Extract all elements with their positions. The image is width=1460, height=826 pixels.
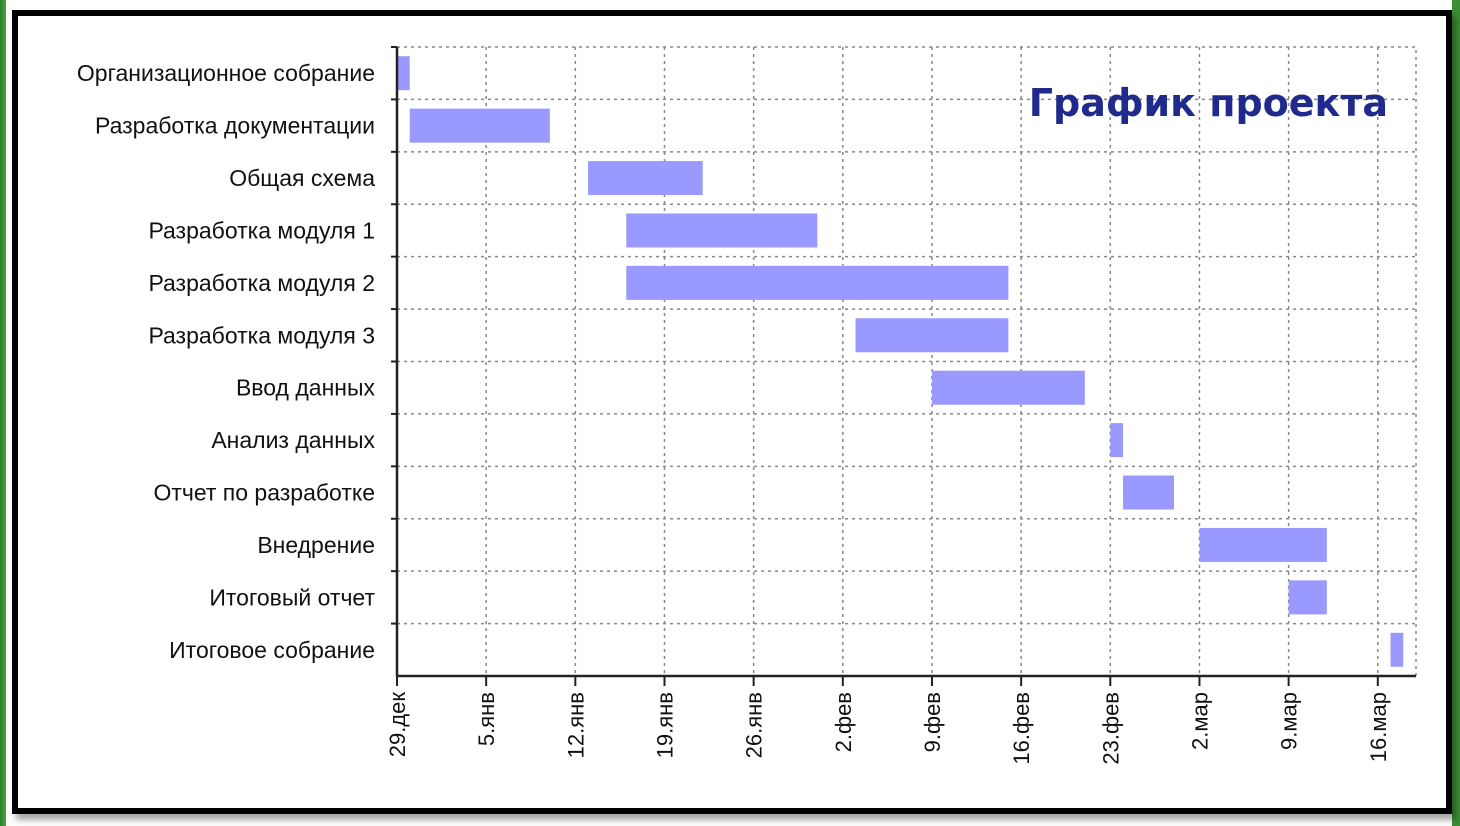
x-tick-label: 19.янв — [652, 692, 677, 758]
task-bar — [1123, 475, 1174, 510]
x-tick-label: 16.фев — [1009, 692, 1034, 765]
x-tick-label: 9.мар — [1277, 692, 1302, 750]
task-bar — [931, 370, 1085, 405]
x-tick-label: 12.янв — [563, 692, 588, 758]
task-label: Ввод данных — [236, 375, 376, 401]
task-bar — [1199, 527, 1327, 562]
task-label: Разработка модуля 3 — [148, 322, 375, 348]
task-bar — [855, 318, 1009, 353]
task-label: Итоговое собрание — [169, 637, 375, 663]
task-label: Итоговый отчет — [209, 584, 375, 610]
chart-panel — [12, 10, 1452, 814]
task-bar — [1288, 580, 1327, 615]
task-bar — [588, 161, 703, 196]
bar-layer — [397, 56, 1404, 667]
task-bar — [626, 265, 1009, 300]
task-label: Отчет по разработке — [153, 480, 375, 506]
task-bar — [1390, 632, 1404, 667]
x-tick-label: 23.фев — [1098, 692, 1123, 765]
task-bar — [397, 56, 410, 91]
task-label: Организационное собрание — [77, 60, 375, 86]
axis-layer: 29.дек 5.янв 12.янв 19.янв 26.янв 2.фев 9.фев 1… — [385, 46, 1416, 765]
x-tick-label: 5.янв — [474, 692, 499, 746]
x-tick-label: 2.фев — [831, 692, 856, 752]
task-label: Внедрение — [257, 532, 375, 558]
x-tick-label: 2.мар — [1187, 692, 1212, 750]
grid-layer — [396, 46, 1417, 677]
task-label: Разработка документации — [95, 113, 375, 139]
task-label: Анализ данных — [211, 427, 375, 453]
label-layer: Организационное собрание Разработка докум… — [77, 60, 376, 663]
task-bar — [1110, 423, 1124, 458]
x-tick-label: 16.мар — [1366, 692, 1391, 762]
task-bar — [626, 213, 818, 248]
x-tick-label: 29.дек — [385, 692, 410, 758]
task-bar — [409, 108, 550, 143]
task-label: Общая схема — [229, 165, 375, 191]
x-tick-label: 9.фев — [920, 692, 945, 752]
chart-title: График проекта — [1029, 81, 1388, 125]
task-label: Разработка модуля 1 — [148, 217, 375, 243]
task-label: Разработка модуля 2 — [148, 270, 375, 296]
x-tick-label: 26.янв — [742, 692, 767, 758]
